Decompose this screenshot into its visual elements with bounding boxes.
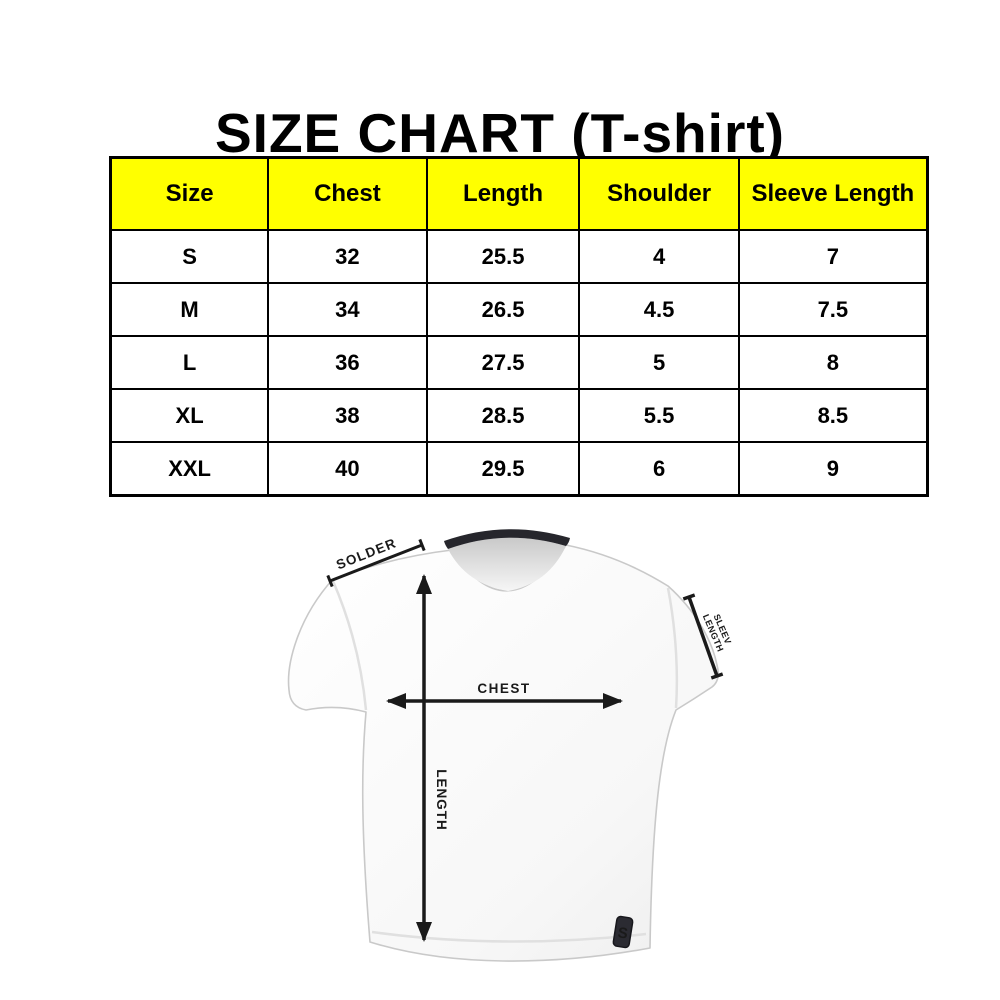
column-header-sleeve-length: Sleeve Length [737, 156, 929, 231]
chest-value: 32 [267, 229, 428, 284]
size-cell: S [109, 229, 270, 284]
table-row-l: L 36 27.5 5 8 [109, 335, 929, 390]
size-cell: M [109, 282, 270, 337]
length-value: 25.5 [425, 229, 581, 284]
sleeve-length-value: 7.5 [737, 282, 929, 337]
shoulder-value: 4.5 [578, 282, 740, 337]
chest-label: CHEST [477, 681, 530, 696]
sleeve-length-value: 8.5 [737, 388, 929, 443]
size-cell: XL [109, 388, 270, 443]
chest-value: 38 [267, 388, 428, 443]
shoulder-measure-line [329, 543, 423, 583]
shoulder-measure [326, 538, 426, 588]
shoulder-value: 6 [578, 441, 740, 497]
length-value: 26.5 [425, 282, 581, 337]
length-value: 27.5 [425, 335, 581, 390]
chest-value: 34 [267, 282, 428, 337]
header-row: Size Chest Length Shoulder Sleeve Length [109, 156, 929, 231]
sleeve-measure [682, 593, 724, 680]
length-label: LENGTH [434, 769, 449, 831]
table-row-s: S 32 25.5 4 7 [109, 229, 929, 284]
tshirt-diagram-svg: SOLDER LENGTH CHEST SLEEV LENGTH S [287, 529, 733, 962]
table-row-m: M 34 26.5 4.5 7.5 [109, 282, 929, 337]
column-header-length: Length [425, 156, 581, 231]
neckline-shading [448, 537, 566, 591]
brand-logo-glyph: S [616, 924, 629, 942]
brand-patch: S [612, 915, 634, 949]
table-row-xxl: XXL 40 29.5 6 9 [109, 441, 929, 497]
sleeve-length-value: 7 [737, 229, 929, 284]
page-title: SIZE CHART (T-shirt) [215, 101, 785, 164]
shoulder-value: 5.5 [578, 388, 740, 443]
size-cell: XXL [109, 441, 270, 497]
table-row-xl: XL 38 28.5 5.5 8.5 [109, 388, 929, 443]
tshirt-measurement-diagram: SOLDER LENGTH CHEST SLEEV LENGTH S [0, 505, 1000, 1000]
size-cell: L [109, 335, 270, 390]
chest-value: 40 [267, 441, 428, 497]
tshirt-body [287, 544, 719, 962]
column-header-shoulder: Shoulder [578, 156, 740, 231]
sleeve-measure-line [687, 596, 719, 677]
shoulder-value: 4 [578, 229, 740, 284]
length-value: 28.5 [425, 388, 581, 443]
collar-band [444, 529, 570, 549]
sleeve-length-value: 8 [737, 335, 929, 390]
length-value: 29.5 [425, 441, 581, 497]
sleeve-length-value: 9 [737, 441, 929, 497]
seam-shading [331, 580, 679, 943]
size-chart-table: Size Chest Length Shoulder Sleeve Length… [109, 156, 929, 497]
column-header-size: Size [109, 156, 270, 231]
column-header-chest: Chest [267, 156, 428, 231]
chest-value: 36 [267, 335, 428, 390]
shoulder-value: 5 [578, 335, 740, 390]
